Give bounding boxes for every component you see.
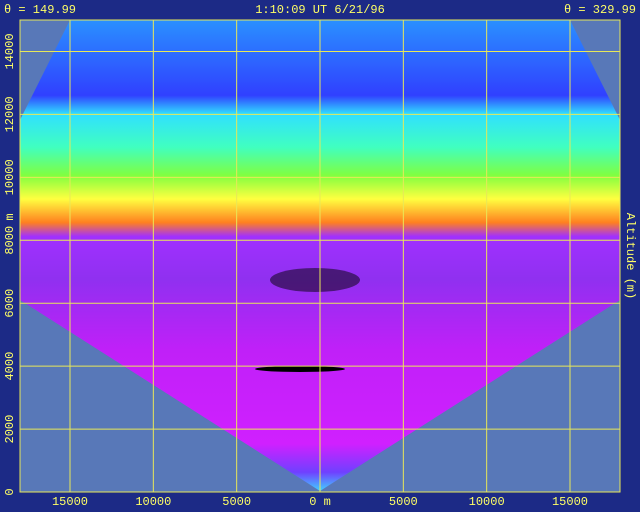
- header-center: 1:10:09 UT 6/21/96: [255, 3, 385, 17]
- header-right: θ = 329.99: [564, 3, 636, 17]
- y-tick-label: 2000: [3, 415, 17, 444]
- x-tick-label: 0 m: [309, 495, 331, 509]
- scan-feature: [255, 366, 345, 372]
- y-tick-label: 0: [3, 488, 17, 495]
- x-tick-label: 5000: [222, 495, 251, 509]
- y-axis-label: Altitude (m): [623, 213, 637, 299]
- x-tick-label: 10000: [469, 495, 505, 509]
- x-tick-label: 10000: [135, 495, 171, 509]
- y-tick-label: 8000: [3, 226, 17, 255]
- x-tick-label: 5000: [389, 495, 418, 509]
- y-tick-label: 4000: [3, 352, 17, 381]
- y-tick-label: 14000: [3, 33, 17, 69]
- plot-frame: [19, 19, 621, 493]
- y-tick-label: 6000: [3, 289, 17, 318]
- scan-feature: [270, 268, 360, 292]
- header-left: θ = 149.99: [4, 3, 76, 17]
- x-tick-label: 15000: [552, 495, 588, 509]
- y-unit: m: [3, 213, 17, 220]
- x-tick-label: 15000: [52, 495, 88, 509]
- y-tick-label: 12000: [3, 96, 17, 132]
- y-tick-label: 10000: [3, 159, 17, 195]
